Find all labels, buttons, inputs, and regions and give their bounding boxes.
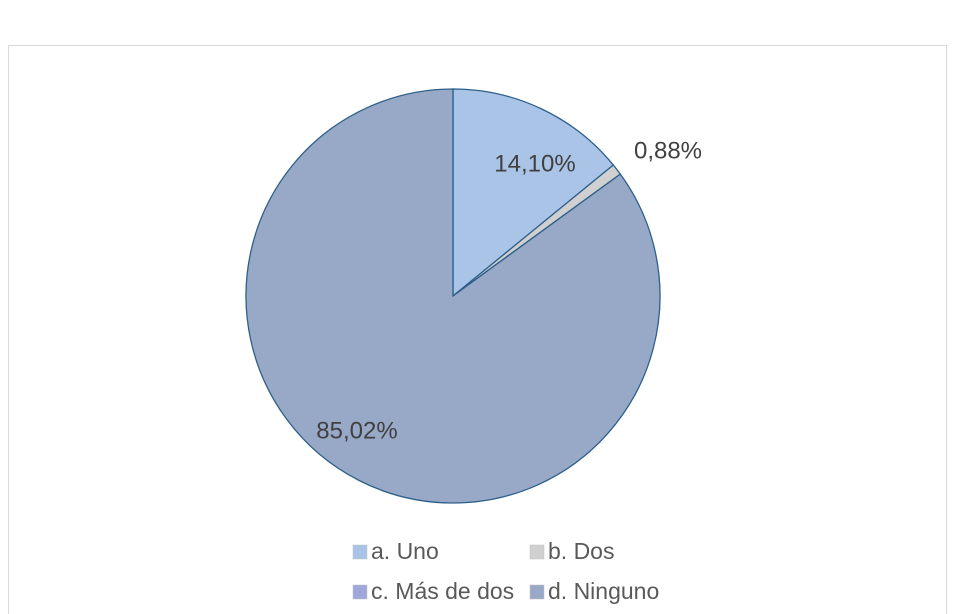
legend-swatch [529,584,545,600]
legend-swatch [529,544,545,560]
pie-slice [245,88,661,504]
data-label: 0,88% [634,137,702,164]
legend-label: c. Más de dos [371,578,514,604]
legend-label: d. Ninguno [548,578,659,604]
data-label: 85,02% [316,417,397,444]
legend-label: a. Uno [371,538,439,564]
legend-label: b. Dos [548,538,614,564]
pie-slice [452,88,615,298]
legend-swatch [352,584,368,600]
data-label: 14,10% [494,150,575,177]
legend-swatch [352,544,368,560]
